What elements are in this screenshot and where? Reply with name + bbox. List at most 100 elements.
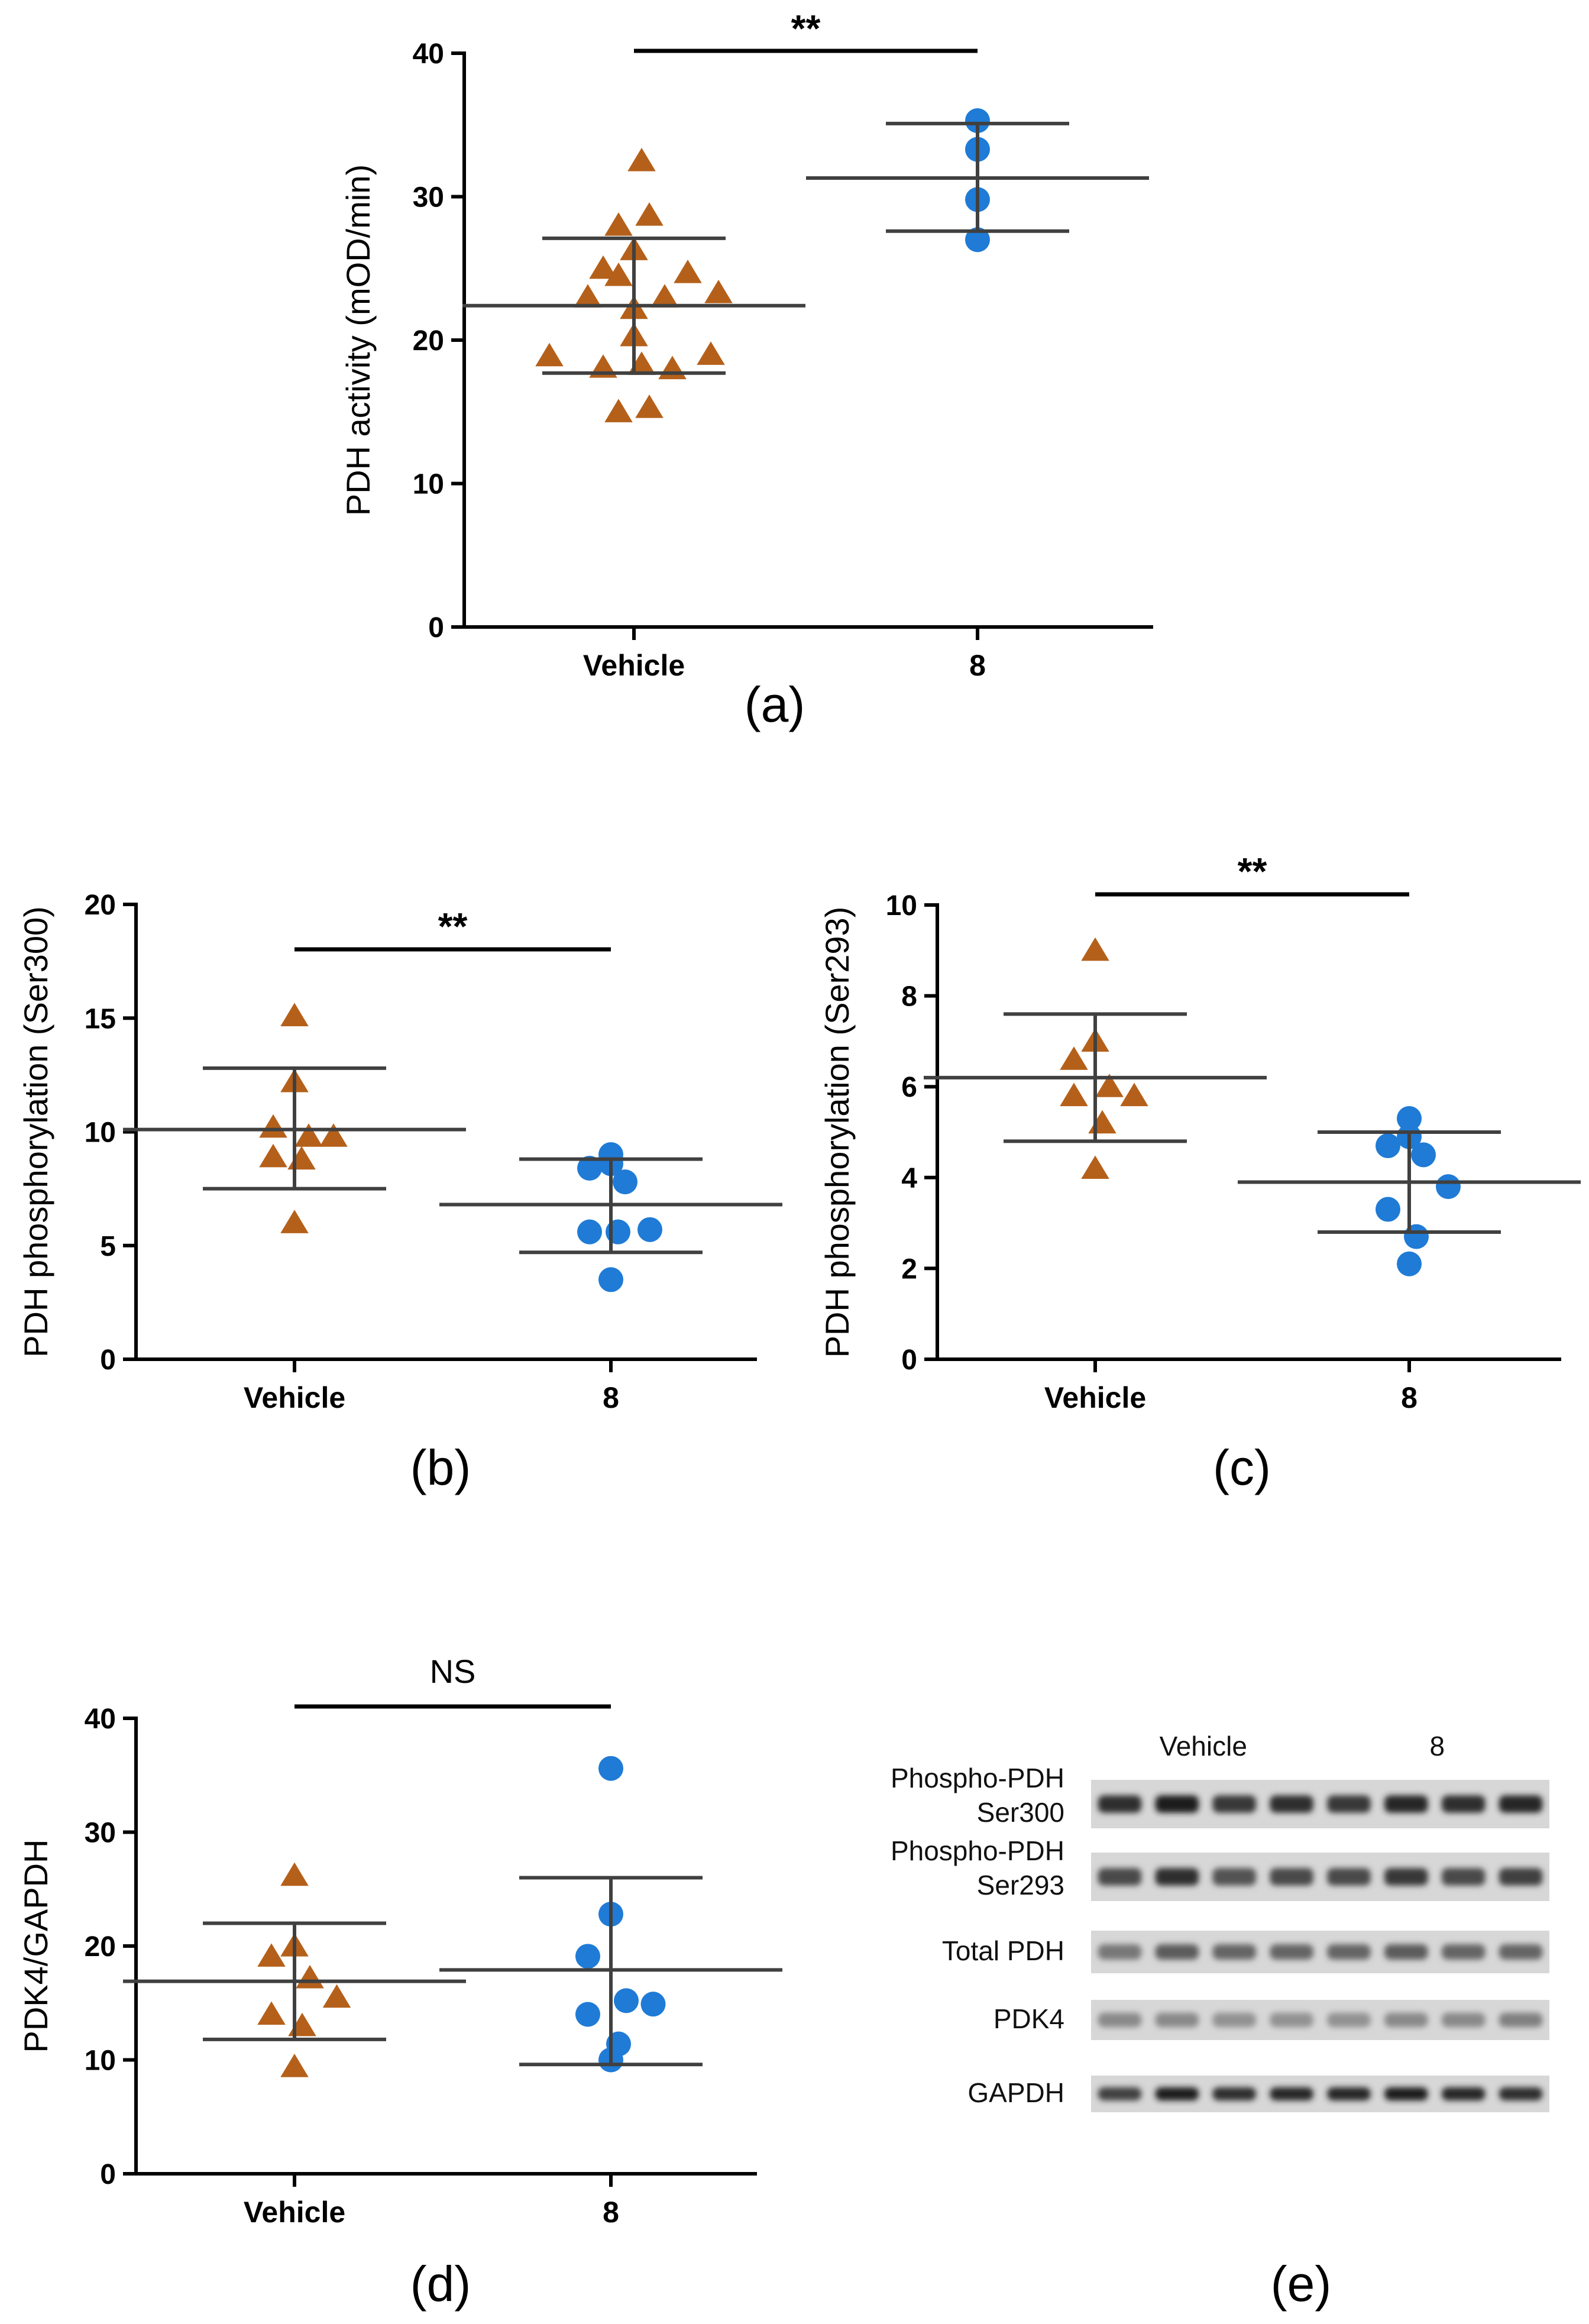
y-axis-title: PDK4/GAPDH xyxy=(17,1840,54,2053)
data-point-triangle xyxy=(1081,937,1109,961)
blot-band xyxy=(1384,1944,1428,1960)
data-point-triangle xyxy=(1060,1082,1088,1107)
chart-panel-a: 0 10 20 30 40 Vehicle 8 PDH activity (mOD/min) *… xyxy=(339,7,1153,732)
y-axis-title: PDH activity (mOD/min) xyxy=(339,164,377,516)
blot-band xyxy=(1384,2087,1428,2101)
data-point-circle xyxy=(1397,1251,1422,1276)
blot-band xyxy=(1098,1944,1142,1960)
y-tick-label: 15 xyxy=(85,1003,116,1035)
x-tick-label: Vehicle xyxy=(244,1381,345,1414)
blot-band xyxy=(1270,2087,1313,2101)
blot-band xyxy=(1270,1795,1313,1813)
data-point-triangle xyxy=(280,2054,309,2077)
data-point-circle xyxy=(965,108,990,133)
blot-band xyxy=(1327,1795,1371,1813)
data-point-triangle xyxy=(322,1984,351,2008)
group-label: Vehicle xyxy=(1160,1731,1247,1761)
y-axis-title: PDH phosphorylation (Ser293) xyxy=(818,907,856,1358)
blot-band xyxy=(1155,1944,1199,1960)
blot-band xyxy=(1155,2012,1199,2028)
blot-band xyxy=(1270,1868,1313,1886)
data-point-triangle xyxy=(1088,1110,1116,1134)
panel-label: (e) xyxy=(1271,2256,1332,2312)
blot-row-label: GAPDH xyxy=(967,2077,1064,2108)
y-tick-label: 10 xyxy=(85,2045,116,2077)
chart-panel-c: 0 2 4 6 8 10 Vehicle 8 PDH phosphorylation (Ser2… xyxy=(818,850,1581,1495)
data-point-triangle xyxy=(280,1210,309,1233)
blot-band xyxy=(1212,1795,1256,1813)
data-point-circle xyxy=(1411,1142,1436,1168)
data-point-circle xyxy=(614,1988,639,2013)
y-tick-label: 20 xyxy=(85,1931,116,1963)
blot-band xyxy=(1098,1795,1142,1813)
chart-panel-b: 0 5 10 15 20 Vehicle 8 PDH phosphorylation (Ser… xyxy=(17,890,782,1495)
data-point-triangle xyxy=(574,284,602,308)
data-point-triangle xyxy=(319,1123,348,1147)
significance-label: ** xyxy=(791,7,821,50)
y-tick-label: 10 xyxy=(413,469,444,500)
significance-label: ** xyxy=(438,905,468,948)
blot-band xyxy=(1327,2012,1371,2028)
y-tick-label: 30 xyxy=(85,1818,116,1849)
data-point-triangle xyxy=(295,1123,323,1147)
data-point-triangle xyxy=(288,2012,316,2037)
data-point-triangle xyxy=(589,255,617,279)
y-tick-label: 20 xyxy=(413,325,444,357)
data-point-triangle xyxy=(257,2001,286,2025)
chart-panel-d: 0 10 20 30 40 Vehicle 8 PDK4/GAPDH NS (d) xyxy=(17,1653,782,2312)
data-point-triangle xyxy=(1095,1074,1124,1097)
blot-band xyxy=(1384,1795,1428,1813)
y-tick-label: 20 xyxy=(85,890,116,921)
y-tick-label: 2 xyxy=(901,1253,917,1285)
blot-band xyxy=(1499,1868,1543,1886)
data-point-circle xyxy=(965,227,990,253)
data-point-triangle xyxy=(1081,1155,1109,1179)
significance-label: ** xyxy=(1238,850,1267,893)
x-tick-label: 8 xyxy=(603,2196,619,2229)
data-point-circle xyxy=(1397,1106,1422,1131)
blot-band xyxy=(1384,1868,1428,1886)
data-point-triangle xyxy=(604,212,633,236)
data-point-triangle xyxy=(1120,1082,1148,1107)
x-tick-label: Vehicle xyxy=(244,2196,345,2229)
data-point-circle xyxy=(598,1267,623,1292)
blot-band xyxy=(1499,2087,1543,2101)
data-point-circle xyxy=(598,1756,623,1781)
data-point-circle xyxy=(640,1992,666,2017)
data-point-circle xyxy=(613,1169,637,1195)
blot-band xyxy=(1499,1795,1543,1813)
panel-label: (c) xyxy=(1213,1440,1271,1495)
y-tick-label: 5 xyxy=(100,1231,116,1262)
significance-label: NS xyxy=(430,1653,476,1690)
data-point-triangle xyxy=(257,1943,286,1967)
data-point-triangle xyxy=(604,262,633,286)
blot-band xyxy=(1212,2012,1256,2028)
data-point-triangle xyxy=(604,399,633,422)
blot-band xyxy=(1327,1868,1371,1886)
x-tick-label: Vehicle xyxy=(1044,1381,1146,1414)
data-point-triangle xyxy=(651,284,679,308)
blot-band xyxy=(1212,1944,1256,1960)
blot-band xyxy=(1155,1868,1199,1886)
blot-band xyxy=(1441,1944,1486,1960)
data-point-triangle xyxy=(627,147,656,172)
blot-band xyxy=(1327,1944,1371,1960)
panel-label: (b) xyxy=(410,1440,471,1495)
blot-band xyxy=(1499,1944,1543,1960)
data-point-triangle xyxy=(259,1143,287,1168)
panel-label: (d) xyxy=(410,2256,471,2312)
blot-row-label: Ser293 xyxy=(977,1870,1064,1900)
y-tick-label: 10 xyxy=(886,890,917,922)
x-tick-label: 8 xyxy=(969,649,986,682)
y-tick-label: 6 xyxy=(901,1072,917,1103)
x-tick-label: 8 xyxy=(603,1381,619,1414)
blot-row-label: Phospho-PDH xyxy=(891,1835,1064,1866)
data-point-circle xyxy=(577,1156,602,1181)
data-point-triangle xyxy=(635,394,664,418)
blot-band xyxy=(1212,2087,1256,2101)
data-point-circle xyxy=(1376,1133,1400,1159)
data-point-triangle xyxy=(280,1862,309,1886)
blot-row-label: Phospho-PDH xyxy=(891,1763,1064,1793)
data-point-triangle xyxy=(704,279,733,303)
